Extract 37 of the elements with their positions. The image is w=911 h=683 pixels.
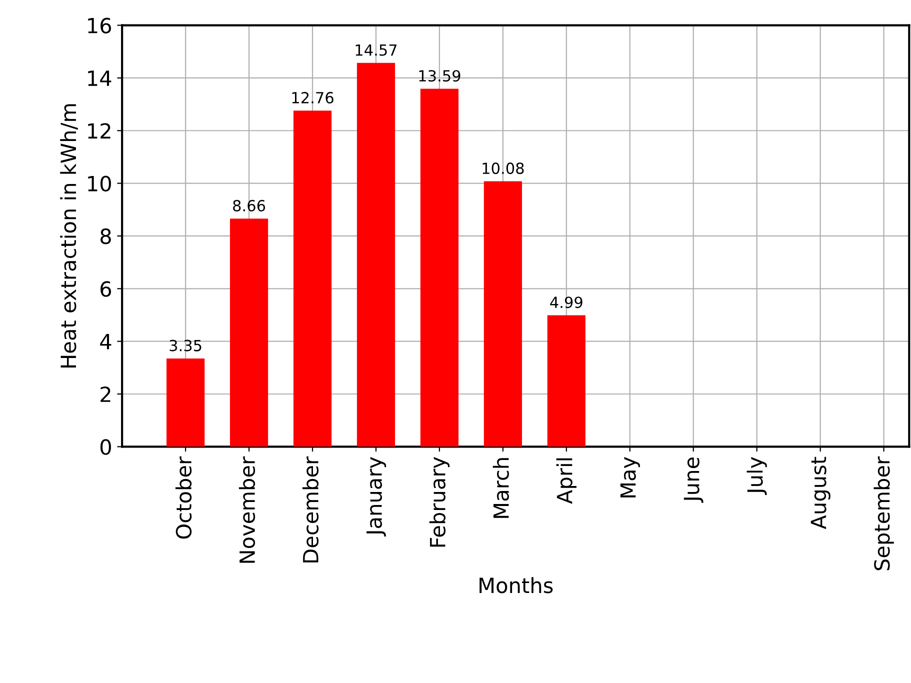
y-tick-label: 8 (100, 228, 111, 244)
x-tick-label: October (175, 456, 192, 539)
x-tick-label: May (620, 457, 640, 498)
x-tick-label: February (429, 457, 450, 547)
x-tick-label: April (556, 458, 576, 504)
bar (230, 218, 268, 447)
x-tick-label: December (302, 456, 319, 562)
x-axis-title: Months (480, 577, 553, 594)
y-tick-label: 10 (88, 176, 111, 192)
bar (356, 62, 396, 447)
y-tick-label: 4 (100, 334, 112, 350)
data-label: 8.66 (233, 200, 266, 212)
y-tick-label: 16 (88, 18, 112, 34)
x-tick-label: September (874, 456, 894, 570)
y-tick-label: 12 (88, 123, 110, 139)
data-label: 4.99 (550, 296, 582, 308)
y-tick-label: 2 (100, 386, 110, 402)
y-tick-label: 14 (88, 70, 112, 86)
x-tick-label: June (684, 458, 704, 503)
bar (293, 110, 332, 447)
bar (420, 88, 458, 447)
y-axis-title: Heat extraction in kWh/m (60, 104, 78, 368)
y-tick-label: 0 (100, 439, 111, 455)
x-tick-label: March (492, 458, 509, 518)
data-label: 3.35 (170, 340, 202, 352)
x-tick-label: January (366, 457, 386, 536)
bar (547, 315, 586, 447)
x-tick-label: November (238, 456, 256, 563)
x-tick-label: August (810, 456, 830, 530)
data-label: 12.76 (292, 92, 334, 104)
data-label: 10.08 (482, 162, 524, 174)
bar (166, 358, 205, 447)
y-tick-label: 6 (100, 281, 112, 297)
bar (484, 181, 522, 447)
x-tick-label: July (746, 457, 767, 495)
data-label: 14.57 (356, 44, 397, 56)
data-label: 13.59 (419, 70, 460, 82)
